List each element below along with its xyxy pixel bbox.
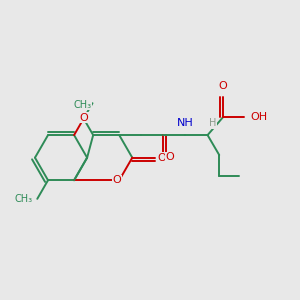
Text: O: O xyxy=(218,81,227,91)
Text: O: O xyxy=(112,175,121,185)
Text: H: H xyxy=(209,118,217,128)
Text: NH: NH xyxy=(177,118,194,128)
Text: O: O xyxy=(80,113,88,123)
Text: OH: OH xyxy=(250,112,268,122)
Text: CH₃: CH₃ xyxy=(15,194,33,204)
Text: CH₃: CH₃ xyxy=(74,100,92,110)
Text: O: O xyxy=(158,153,167,163)
Text: O: O xyxy=(166,152,175,162)
